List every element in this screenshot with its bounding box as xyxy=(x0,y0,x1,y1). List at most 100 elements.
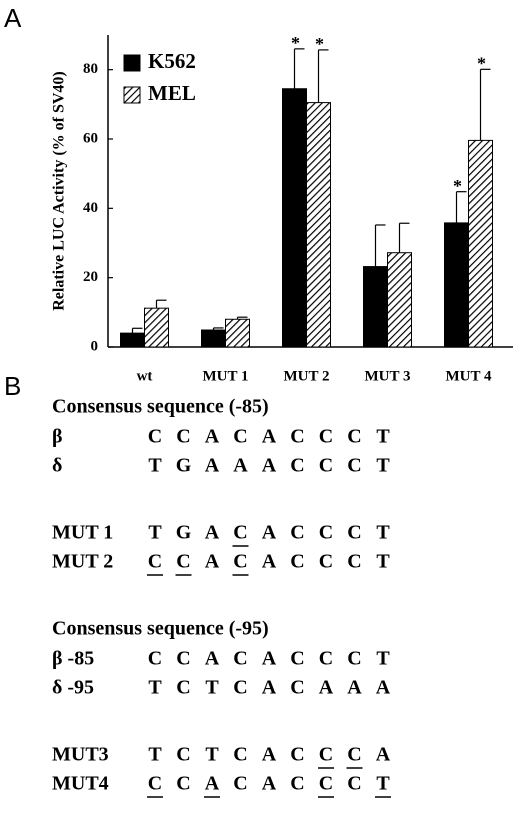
nucleotide: C xyxy=(347,551,361,573)
nucleotide: A xyxy=(205,551,220,573)
nucleotide: C xyxy=(148,648,162,670)
nucleotide: C xyxy=(233,744,247,766)
nucleotide: A xyxy=(262,551,277,573)
nucleotide: T xyxy=(376,522,390,544)
nucleotide: C xyxy=(176,551,190,573)
sequence-name: β -85 xyxy=(52,648,94,670)
y-tick-label: 20 xyxy=(83,269,98,285)
bar xyxy=(306,102,331,348)
x-tick-label: wt xyxy=(137,368,153,384)
bar xyxy=(363,266,388,348)
nucleotide: C xyxy=(233,648,247,670)
nucleotide: C xyxy=(347,773,361,795)
sequence-name: δ -95 xyxy=(52,677,94,699)
nucleotide: T xyxy=(205,744,219,766)
nucleotide: T xyxy=(148,455,162,477)
nucleotide: A xyxy=(205,522,220,544)
x-tick-label: MUT 4 xyxy=(446,368,492,384)
y-tick-label: 80 xyxy=(83,61,98,77)
nucleotide: C xyxy=(176,426,190,448)
nucleotide: C xyxy=(233,551,247,573)
nucleotide: A xyxy=(376,744,391,766)
nucleotide: A xyxy=(205,773,220,795)
nucleotide: T xyxy=(376,648,390,670)
nucleotide: C xyxy=(319,426,333,448)
significance-marker: * xyxy=(453,176,462,196)
nucleotide: C xyxy=(290,677,304,699)
legend-swatch xyxy=(123,54,141,72)
sequence-name: MUT 1 xyxy=(52,522,113,544)
bar xyxy=(225,318,250,348)
significance-marker: * xyxy=(291,33,300,53)
nucleotide: A xyxy=(319,677,334,699)
nucleotide: T xyxy=(376,773,390,795)
x-tick-label: MUT 3 xyxy=(365,368,411,384)
x-tick-label: MUT 1 xyxy=(203,368,249,384)
x-tick-label: MUT 2 xyxy=(284,368,330,384)
bar xyxy=(387,252,412,348)
legend-label: MEL xyxy=(148,81,196,105)
nucleotide: T xyxy=(148,677,162,699)
bar xyxy=(282,88,307,348)
nucleotide: T xyxy=(376,426,390,448)
nucleotide: C xyxy=(233,773,247,795)
nucleotide: C xyxy=(148,773,162,795)
nucleotide: C xyxy=(233,677,247,699)
y-tick-label: 0 xyxy=(91,338,99,354)
nucleotide: C xyxy=(347,522,361,544)
y-tick-label: 60 xyxy=(83,130,98,146)
bar xyxy=(120,332,145,348)
nucleotide: C xyxy=(290,426,304,448)
nucleotide: C xyxy=(290,522,304,544)
nucleotide: A xyxy=(262,426,277,448)
nucleotide: C xyxy=(148,551,162,573)
nucleotide: A xyxy=(262,773,277,795)
y-axis-label: Relative LUC Activity (% of SV40) xyxy=(51,71,68,311)
sequence-name: MUT4 xyxy=(52,773,109,795)
bar xyxy=(468,139,493,348)
nucleotide: C xyxy=(233,522,247,544)
nucleotide: A xyxy=(233,455,248,477)
nucleotide: C xyxy=(347,426,361,448)
sequence-name: δ xyxy=(52,455,62,477)
significance-marker: * xyxy=(477,53,486,73)
significance-marker: * xyxy=(315,34,324,54)
nucleotide: C xyxy=(319,522,333,544)
nucleotide: C xyxy=(176,773,190,795)
legend-label: K562 xyxy=(148,49,196,73)
bar xyxy=(201,329,226,348)
nucleotide: A xyxy=(205,455,220,477)
nucleotide: C xyxy=(290,773,304,795)
nucleotide: A xyxy=(376,677,391,699)
panel-label: A xyxy=(4,3,22,33)
nucleotide: C xyxy=(233,426,247,448)
nucleotide: G xyxy=(176,455,192,477)
nucleotide: A xyxy=(205,648,220,670)
nucleotide: C xyxy=(290,551,304,573)
nucleotide: C xyxy=(290,744,304,766)
y-tick-label: 40 xyxy=(83,200,98,216)
sequence-name: MUT3 xyxy=(52,744,109,766)
nucleotide: A xyxy=(262,677,277,699)
nucleotide: T xyxy=(205,677,219,699)
nucleotide: C xyxy=(148,426,162,448)
sequence-name: β xyxy=(52,426,63,448)
nucleotide: C xyxy=(319,551,333,573)
nucleotide: C xyxy=(319,455,333,477)
nucleotide: A xyxy=(347,677,362,699)
nucleotide: C xyxy=(319,773,333,795)
panel-label: B xyxy=(4,371,21,401)
nucleotide: A xyxy=(262,455,277,477)
nucleotide: G xyxy=(176,522,192,544)
section-title: Consensus sequence (-95) xyxy=(52,618,269,640)
nucleotide: C xyxy=(290,455,304,477)
nucleotide: A xyxy=(262,522,277,544)
nucleotide: C xyxy=(347,455,361,477)
nucleotide: C xyxy=(347,744,361,766)
sequence-name: MUT 2 xyxy=(52,551,113,573)
nucleotide: T xyxy=(376,551,390,573)
nucleotide: A xyxy=(262,648,277,670)
nucleotide: C xyxy=(319,648,333,670)
